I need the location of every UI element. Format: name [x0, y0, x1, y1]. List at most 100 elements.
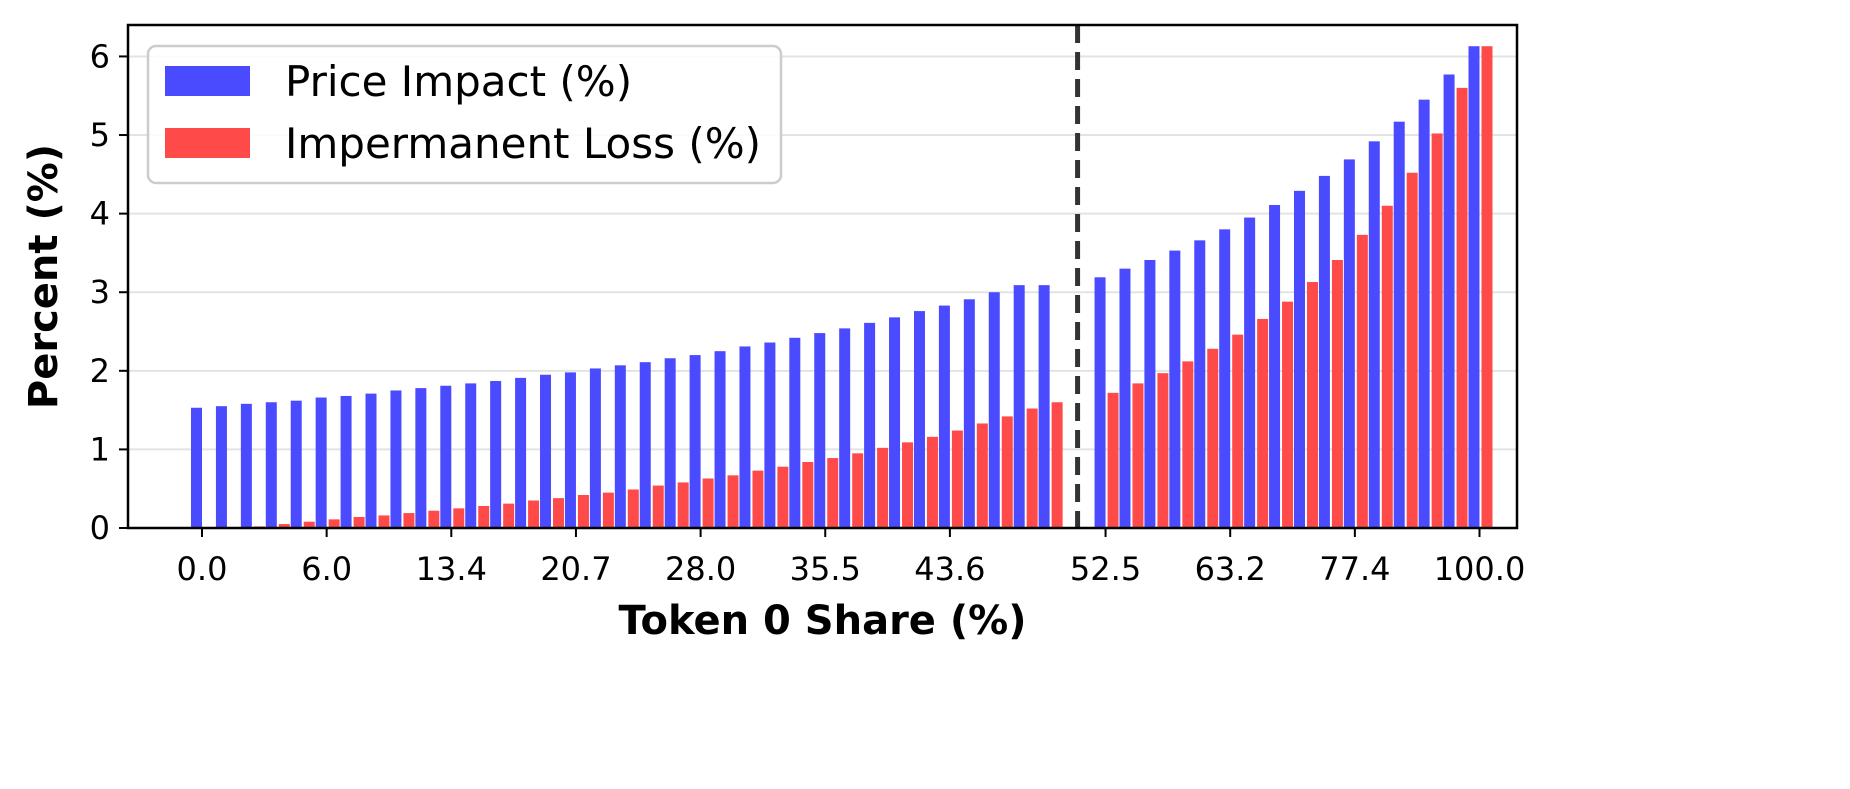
- bar-price-impact: [1418, 99, 1430, 528]
- bar-price-impact: [589, 368, 601, 528]
- x-tick-label: 52.5: [1070, 550, 1141, 588]
- bar-impermanent-loss: [1381, 205, 1393, 528]
- bar-price-impact: [191, 407, 202, 528]
- bar-impermanent-loss: [478, 505, 490, 528]
- bar-price-impact: [240, 403, 252, 528]
- bar-price-impact: [938, 305, 950, 528]
- x-axis-title: Token 0 Share (%): [619, 598, 1027, 644]
- bar-impermanent-loss: [278, 524, 290, 528]
- x-axis-ticks: 0.0 6.0 13.4 20.7 28.0 35.5 43.6 52.5 63.2 77.4 10…: [177, 528, 1525, 588]
- bar-impermanent-loss: [528, 500, 540, 528]
- y-tick-label: 6: [90, 37, 110, 75]
- bar-impermanent-loss: [378, 515, 390, 528]
- bar-impermanent-loss: [1107, 392, 1119, 528]
- bar-impermanent-loss: [1182, 361, 1194, 528]
- y-tick-label: 2: [90, 352, 110, 390]
- bar-impermanent-loss: [827, 458, 839, 528]
- y-axis-ticks: 0 1 2 3 4 5 6: [90, 37, 128, 547]
- bar-price-impact: [1343, 159, 1355, 528]
- bars: [191, 46, 1493, 529]
- x-tick-label: 20.7: [540, 550, 611, 588]
- legend-swatch-impermanent-loss: [165, 128, 250, 158]
- bar-impermanent-loss: [777, 466, 789, 528]
- y-tick-label: 1: [90, 430, 110, 468]
- x-tick-label: 35.5: [790, 550, 861, 588]
- bar-price-impact: [614, 365, 626, 528]
- bar-price-impact: [315, 397, 327, 528]
- bar-price-impact: [689, 355, 701, 528]
- bar-impermanent-loss: [1481, 46, 1493, 529]
- x-tick-label: 63.2: [1195, 550, 1266, 588]
- legend-swatch-price-impact: [165, 66, 250, 96]
- bar-price-impact: [1119, 268, 1131, 528]
- y-tick-label: 0: [90, 509, 110, 547]
- bar-price-impact: [1393, 121, 1405, 528]
- bar-price-impact: [215, 406, 227, 528]
- bar-price-impact: [1194, 240, 1206, 529]
- bar-impermanent-loss: [752, 470, 764, 528]
- bar-impermanent-loss: [1051, 402, 1063, 528]
- bar-price-impact: [1169, 250, 1181, 528]
- bar-impermanent-loss: [976, 423, 988, 528]
- bar-price-impact: [664, 358, 676, 528]
- bar-impermanent-loss: [1406, 172, 1418, 528]
- bar-price-impact: [415, 388, 427, 528]
- bar-price-impact: [440, 385, 452, 528]
- bar-price-impact: [889, 317, 901, 528]
- bar-price-impact: [490, 381, 502, 528]
- bar-impermanent-loss: [602, 492, 614, 528]
- bar-impermanent-loss: [1306, 282, 1318, 528]
- bar-price-impact: [540, 374, 552, 528]
- bar-price-impact: [1144, 259, 1156, 528]
- bar-price-impact: [1244, 217, 1256, 528]
- bar-price-impact: [290, 400, 302, 528]
- bar-price-impact: [913, 311, 925, 528]
- bar-price-impact: [963, 299, 975, 528]
- bar-impermanent-loss: [1232, 334, 1244, 528]
- bar-impermanent-loss: [1282, 301, 1294, 528]
- bar-price-impact: [864, 322, 876, 528]
- bar-price-impact: [564, 372, 576, 528]
- bar-impermanent-loss: [802, 461, 814, 528]
- x-tick-label: 6.0: [301, 550, 352, 588]
- bar-price-impact: [1219, 229, 1231, 528]
- y-tick-label: 4: [90, 195, 110, 233]
- bar-impermanent-loss: [1356, 234, 1368, 528]
- bar-impermanent-loss: [702, 478, 714, 528]
- bar-impermanent-loss: [727, 475, 739, 528]
- bar-price-impact: [465, 383, 477, 528]
- bar-price-impact: [265, 402, 277, 528]
- bar-impermanent-loss: [1456, 87, 1468, 528]
- bar-price-impact: [789, 337, 801, 528]
- bar-price-impact: [1318, 175, 1330, 528]
- bar-price-impact: [515, 377, 527, 528]
- x-tick-label: 43.6: [914, 550, 985, 588]
- bar-impermanent-loss: [1257, 318, 1269, 528]
- bar-price-impact: [365, 393, 377, 528]
- bar-impermanent-loss: [577, 494, 589, 528]
- x-tick-label: 77.4: [1319, 550, 1390, 588]
- bar-impermanent-loss: [877, 447, 889, 528]
- bar-impermanent-loss: [677, 482, 689, 528]
- bar-impermanent-loss: [951, 430, 963, 528]
- bar-impermanent-loss: [1331, 259, 1343, 528]
- y-tick-label: 3: [90, 273, 110, 311]
- bar-price-impact: [714, 351, 726, 528]
- bar-price-impact: [390, 390, 402, 528]
- bar-price-impact: [764, 342, 776, 528]
- bar-impermanent-loss: [403, 513, 415, 528]
- bar-impermanent-loss: [627, 489, 639, 528]
- bar-price-impact: [814, 333, 826, 528]
- bar-impermanent-loss: [1207, 348, 1219, 528]
- legend: Price Impact (%) Impermanent Loss (%): [146, 44, 783, 185]
- bar-price-impact: [1094, 277, 1106, 528]
- bar-impermanent-loss: [1157, 373, 1169, 528]
- bar-price-impact: [340, 395, 352, 528]
- y-axis-title: Percent (%): [21, 144, 67, 409]
- bar-impermanent-loss: [926, 436, 938, 528]
- bar-impermanent-loss: [428, 510, 440, 528]
- legend-box: [146, 44, 783, 185]
- bar-impermanent-loss: [852, 453, 864, 528]
- y-tick-label: 5: [90, 116, 110, 154]
